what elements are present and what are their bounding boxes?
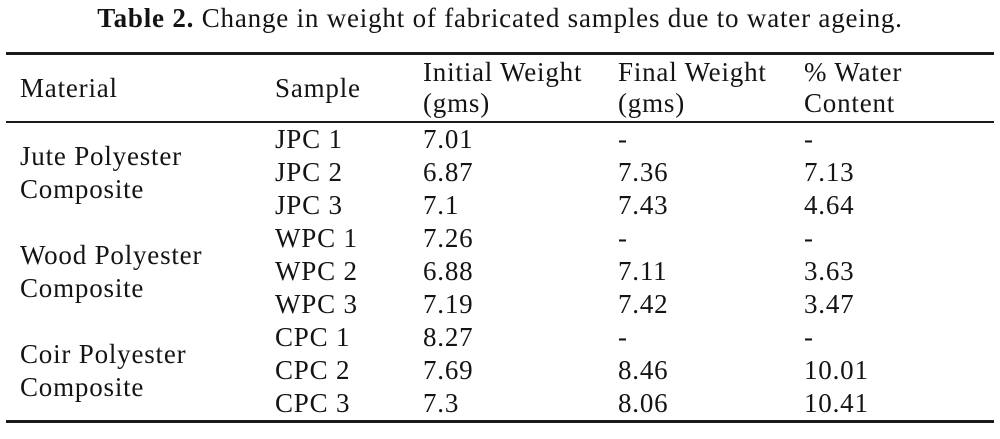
table-row: WPC 2 6.88 7.11 3.63	[6, 255, 994, 288]
sample-cell: JPC 2	[275, 157, 343, 187]
column-header-water-content: % Water Content	[790, 53, 994, 123]
initial-weight-cell: 6.88	[423, 256, 474, 286]
table-row: JPC 3 7.1 7.43 4.64	[6, 189, 994, 222]
water-content-cell: 7.13	[804, 157, 855, 187]
water-content-cell: 10.41	[804, 388, 869, 418]
sample-cell: CPC 2	[275, 355, 351, 385]
header-line: (gms)	[618, 88, 685, 118]
material-line: Composite	[20, 272, 145, 303]
table-caption: Table 2. Change in weight of fabricated …	[0, 0, 1000, 36]
initial-weight-cell: 6.87	[423, 157, 474, 187]
sample-cell: WPC 2	[275, 256, 358, 286]
sample-cell: CPC 1	[275, 322, 351, 352]
header-line: % Water	[804, 57, 903, 87]
water-content-cell: 10.01	[804, 355, 869, 385]
header-line: Sample	[275, 72, 361, 103]
final-weight-cell: -	[618, 223, 628, 253]
initial-weight-cell: 7.69	[423, 355, 474, 385]
table-row: Jute Polyester Composite JPC 1 7.01 - -	[6, 122, 994, 204]
column-header-final-weight: Final Weight (gms)	[604, 53, 790, 123]
header-line: Material	[20, 72, 118, 103]
table-row: WPC 3 7.19 7.42 3.47	[6, 288, 994, 321]
table-row: Wood Polyester Composite WPC 1 7.26 - -	[6, 222, 994, 303]
sample-cell: WPC 1	[275, 223, 358, 253]
final-weight-cell: -	[618, 124, 628, 154]
table-row: Coir Polyester Composite CPC 1 8.27 - -	[6, 321, 994, 402]
initial-weight-cell: 7.1	[423, 190, 460, 220]
column-header-initial-weight: Initial Weight (gms)	[409, 53, 604, 123]
material-cell-coir: Coir Polyester Composite	[6, 321, 261, 422]
caption-text: Change in weight of fabricated samples d…	[201, 3, 903, 33]
water-content-cell: -	[804, 223, 814, 253]
material-line: Coir Polyester	[20, 338, 187, 369]
table-row: CPC 3 7.3 8.06 10.41	[6, 387, 994, 422]
initial-weight-cell: 8.27	[423, 322, 474, 352]
data-table: Material Sample Initial Weight (gms) Fin…	[6, 52, 994, 423]
caption-label: Table 2.	[97, 3, 195, 33]
material-cell-wood: Wood Polyester Composite	[6, 222, 261, 321]
sample-cell: JPC 3	[275, 190, 343, 220]
final-weight-cell: 8.06	[618, 388, 669, 418]
material-line: Composite	[20, 371, 145, 402]
header-line: Final Weight	[618, 57, 767, 87]
column-header-material: Material	[6, 53, 261, 123]
material-line: Jute Polyester	[20, 140, 182, 171]
header-line: (gms)	[423, 88, 490, 118]
water-content-cell: 3.63	[804, 256, 855, 286]
table-row: CPC 2 7.69 8.46 10.01	[6, 354, 994, 387]
initial-weight-cell: 7.01	[423, 124, 474, 154]
material-cell-jute: Jute Polyester Composite	[6, 122, 261, 222]
initial-weight-cell: 7.26	[423, 223, 474, 253]
column-header-sample: Sample	[261, 53, 409, 123]
header-line: Content	[804, 88, 896, 118]
sample-cell: CPC 3	[275, 388, 351, 418]
final-weight-cell: 7.43	[618, 190, 669, 220]
water-content-cell: -	[804, 124, 814, 154]
sample-cell: JPC 1	[275, 124, 343, 154]
header-row: Material Sample Initial Weight (gms) Fin…	[6, 53, 994, 123]
table-row: JPC 2 6.87 7.36 7.13	[6, 156, 994, 189]
water-content-cell: 4.64	[804, 190, 855, 220]
water-content-cell: 3.47	[804, 289, 855, 319]
final-weight-cell: 8.46	[618, 355, 669, 385]
final-weight-cell: 7.11	[618, 256, 668, 286]
water-content-cell: -	[804, 322, 814, 352]
header-line: Initial Weight	[423, 57, 583, 87]
sample-cell: WPC 3	[275, 289, 358, 319]
final-weight-cell: 7.42	[618, 289, 669, 319]
material-line: Composite	[20, 173, 145, 204]
final-weight-cell: -	[618, 322, 628, 352]
initial-weight-cell: 7.3	[423, 388, 460, 418]
final-weight-cell: 7.36	[618, 157, 669, 187]
material-line: Wood Polyester	[20, 239, 203, 270]
initial-weight-cell: 7.19	[423, 289, 474, 319]
